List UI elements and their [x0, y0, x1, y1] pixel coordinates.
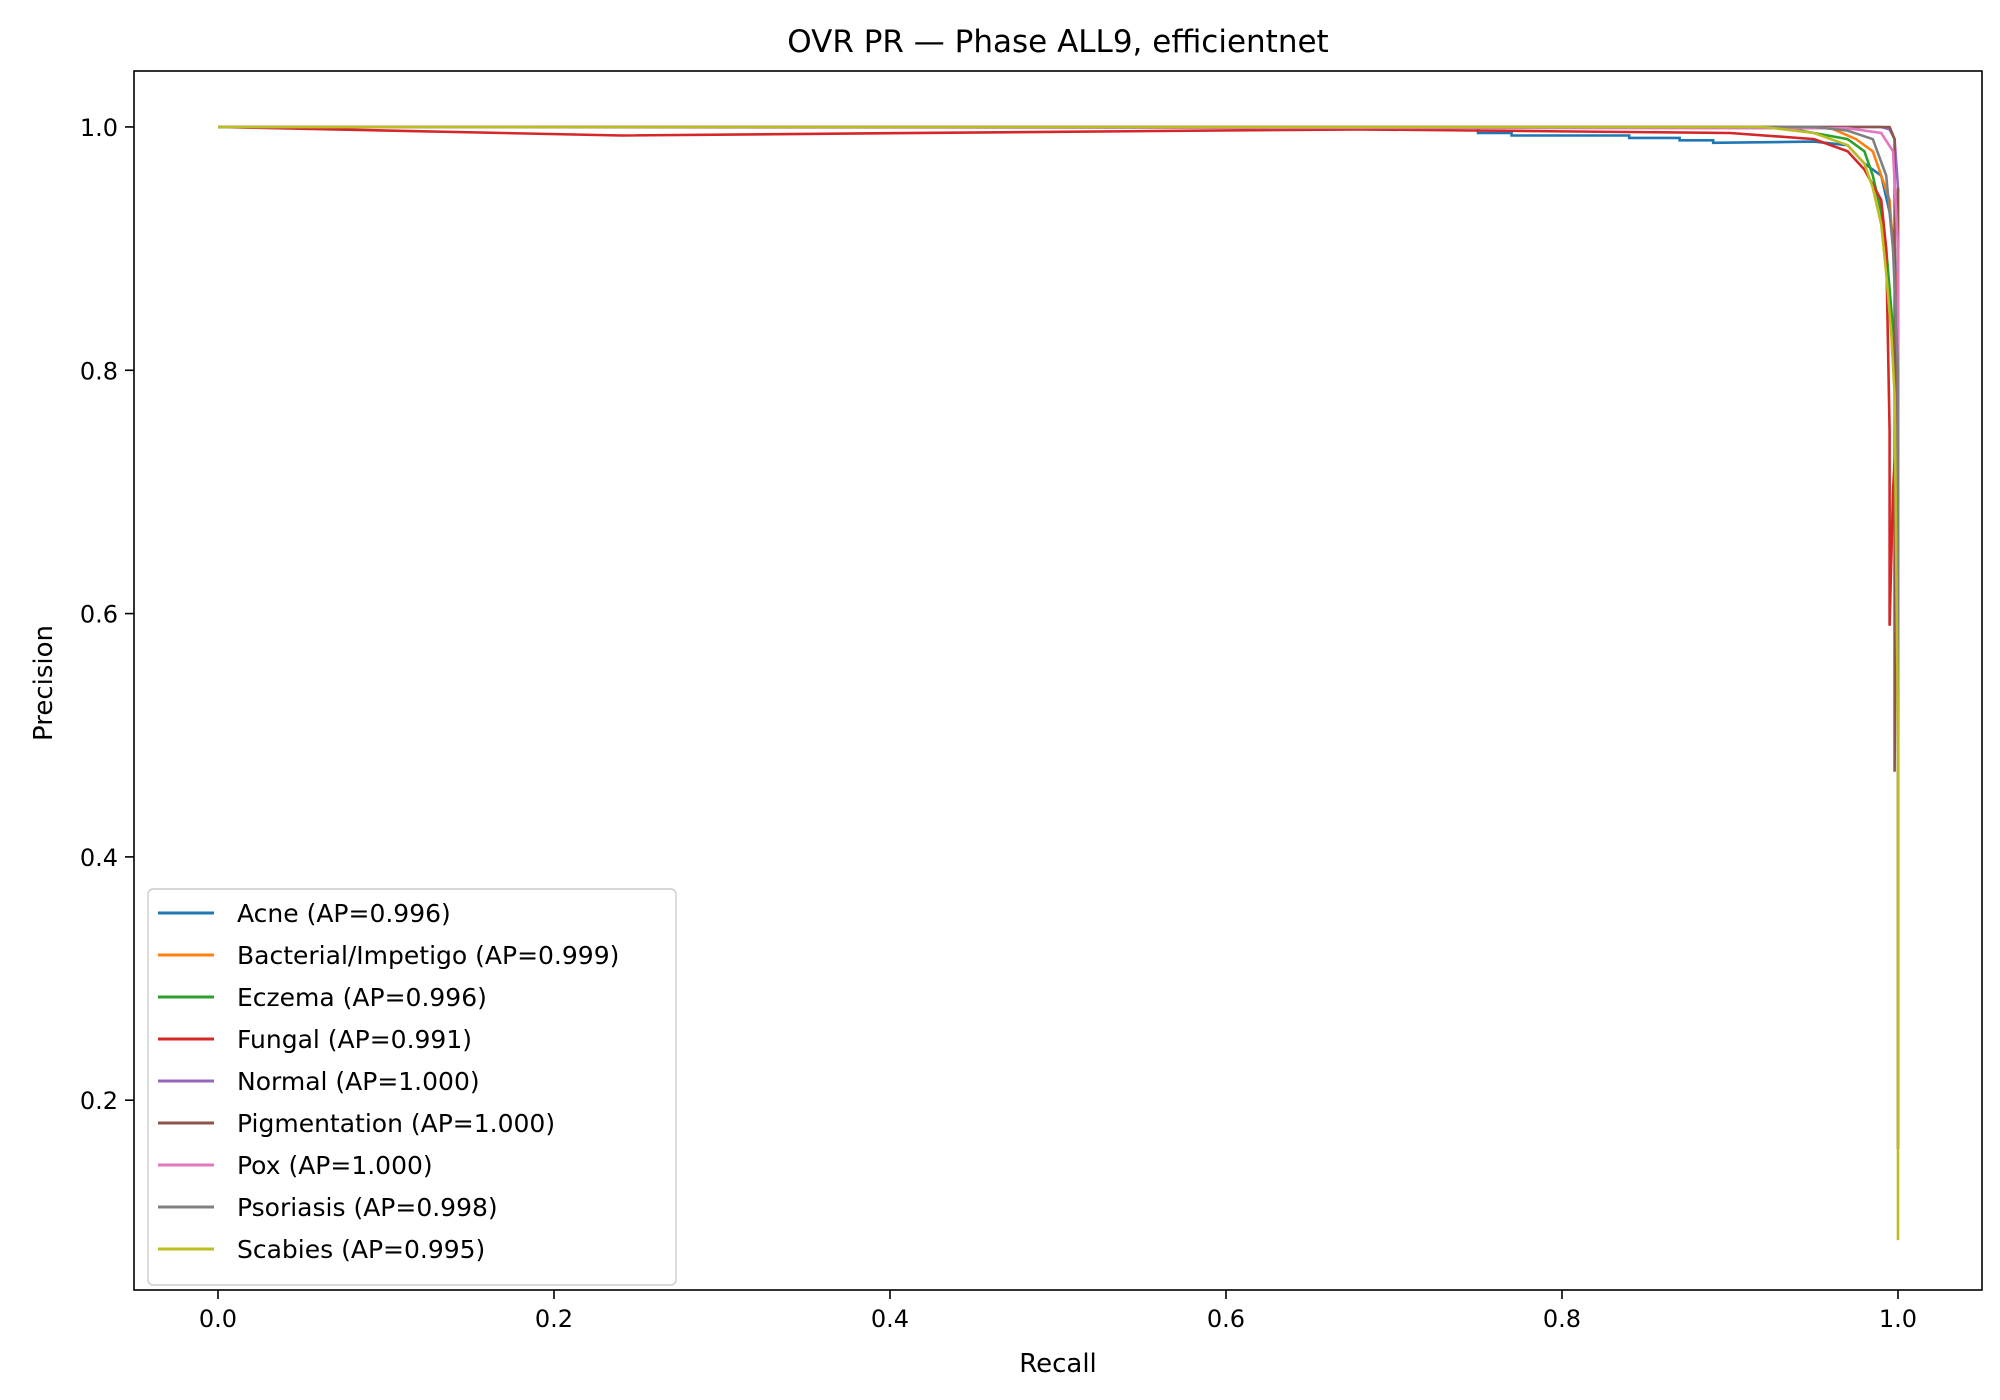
x-axis-ticks: 0.0 0.2 0.4 0.6 0.8 1.0	[199, 1290, 1917, 1333]
x-tick-label: 0.4	[871, 1305, 909, 1333]
x-tick-label: 1.0	[1879, 1305, 1917, 1333]
x-axis-label: Recall	[1019, 1349, 1097, 1379]
legend-label-7: Psoriasis (AP=0.998)	[237, 1193, 498, 1222]
y-tick-label: 0.2	[80, 1087, 118, 1115]
x-tick-label: 0.6	[1207, 1305, 1245, 1333]
y-tick-label: 0.6	[80, 601, 118, 629]
chart-title: OVR PR — Phase ALL9, efficientnet	[787, 24, 1328, 60]
series-line-8	[218, 125, 1900, 1241]
axes-frame	[133, 70, 1983, 1291]
x-tick-label: 0.8	[1543, 1305, 1581, 1333]
plot-area	[133, 70, 1983, 1291]
y-axis-ticks: 0.2 0.4 0.6 0.8 1.0	[80, 114, 134, 1115]
legend-label-4: Normal (AP=1.000)	[237, 1067, 480, 1096]
series-line-3	[217, 125, 1900, 1149]
y-tick-label: 0.8	[80, 357, 118, 385]
x-tick-label: 0.0	[199, 1305, 237, 1333]
y-axis-label: Precision	[29, 625, 59, 741]
legend-label-2: Eczema (AP=0.996)	[237, 983, 487, 1012]
legend-label-5: Pigmentation (AP=1.000)	[237, 1109, 555, 1138]
series-line-7	[218, 125, 1900, 1149]
legend-label-1: Bacterial/Impetigo (AP=0.999)	[237, 941, 619, 970]
legend-label-8: Scabies (AP=0.995)	[237, 1235, 485, 1264]
legend-label-6: Pox (AP=1.000)	[237, 1151, 433, 1180]
legend-box	[147, 888, 677, 1286]
legend-label-3: Fungal (AP=0.991)	[237, 1025, 472, 1054]
legend: Acne (AP=0.996) Bacterial/Impetigo (AP=0.…	[147, 888, 677, 1286]
y-tick-label: 0.4	[80, 844, 118, 872]
y-tick-label: 1.0	[80, 114, 118, 142]
legend-label-0: Acne (AP=0.996)	[237, 899, 451, 928]
series-layer	[217, 125, 1900, 1241]
x-tick-label: 0.2	[535, 1305, 573, 1333]
